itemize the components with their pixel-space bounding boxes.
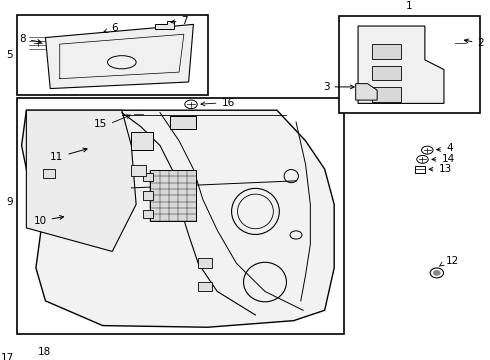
Bar [372,44,401,59]
Bar [143,172,153,181]
Bar [372,87,401,102]
Bar [134,110,143,117]
Bar [150,170,196,221]
Text: 2: 2 [465,39,484,48]
Text: 14: 14 [441,154,455,165]
Polygon shape [358,26,444,103]
Bar [339,16,480,113]
Bar [372,66,401,80]
Bar [198,258,213,268]
Bar [17,14,208,95]
Text: 16: 16 [222,98,235,108]
Polygon shape [22,110,334,327]
Polygon shape [26,110,136,251]
Bar [143,192,153,200]
Bar [143,210,153,219]
Bar [415,166,425,172]
Text: 17: 17 [1,352,14,360]
Polygon shape [155,21,174,29]
Text: 5: 5 [6,50,13,60]
Text: 6: 6 [104,23,118,33]
Text: 8: 8 [19,34,41,44]
Bar [95,33,106,41]
Text: 18: 18 [38,347,51,357]
Bar [131,132,153,150]
Text: 3: 3 [323,82,354,92]
Text: 10: 10 [33,216,64,226]
Bar [43,168,55,179]
Ellipse shape [433,270,441,276]
Polygon shape [46,24,194,89]
Bar [131,165,146,176]
Bar [68,213,76,219]
Text: 15: 15 [94,120,107,129]
Bar [17,98,344,334]
Text: 11: 11 [50,148,87,162]
Text: 1: 1 [406,1,413,11]
Text: 4: 4 [446,144,453,153]
Bar [170,116,196,129]
Text: 12: 12 [445,256,459,266]
Polygon shape [43,348,55,360]
Bar [198,282,213,292]
Polygon shape [356,84,377,100]
Text: 13: 13 [439,164,452,174]
Bar [455,39,466,48]
Polygon shape [131,350,143,360]
Text: 7: 7 [171,16,188,26]
Text: 9: 9 [6,197,13,207]
Bar [91,145,100,151]
